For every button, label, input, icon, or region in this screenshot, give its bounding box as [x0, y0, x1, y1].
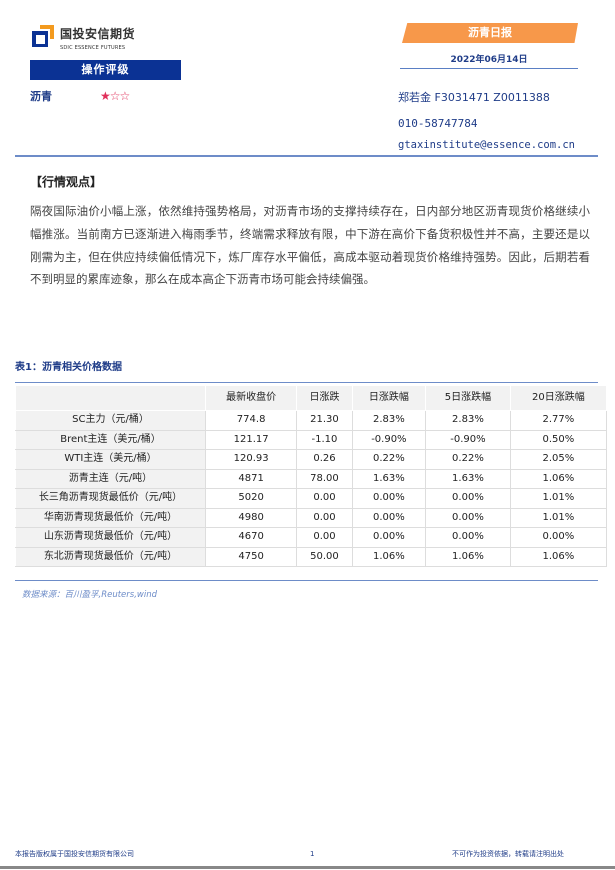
column-header	[15, 385, 206, 411]
report-date: 2022年06月14日	[450, 55, 528, 65]
table-cell: 78.00	[296, 468, 353, 489]
market-view-text: 隔夜国际油价小幅上涨，依然维持强势格局，对沥青市场的支撑持续存在，日内部分地区沥…	[30, 204, 590, 287]
table-cell: 21.30	[296, 410, 353, 431]
column-header: 最新收盘价	[204, 385, 298, 411]
column-header: 5日涨跌幅	[425, 385, 511, 411]
table-cell: 0.00%	[351, 527, 427, 548]
table-cell: 0.00%	[351, 507, 427, 528]
table-row: 东北沥青现货最低价（元/吨） 4750 50.00 1.06% 1.06% 1.06%	[15, 546, 608, 567]
table-cell: -0.90%	[425, 429, 511, 450]
table-row: 长三角沥青现货最低价（元/吨） 5020 0.00 0.00% 0.00% 1.01%	[15, 488, 608, 509]
row-label: Brent主连（美元/桶）	[15, 429, 206, 450]
table-cell: 4670	[204, 527, 298, 548]
table-cell: 1.01%	[509, 488, 608, 509]
table-cell: 1.06%	[509, 546, 608, 567]
divider	[0, 866, 615, 869]
table-cell: 2.83%	[351, 410, 427, 431]
table-cell: 0.00%	[351, 488, 427, 509]
rating-label: 操作评级	[30, 60, 181, 80]
star-filled-icon: ★	[100, 89, 111, 103]
table-cell: 5020	[204, 488, 298, 509]
product-name: 沥青	[30, 90, 52, 103]
column-header: 20日涨跌幅	[509, 385, 608, 411]
section-title: 【行情观点】	[30, 175, 103, 189]
row-label: 东北沥青现货最低价（元/吨）	[15, 546, 206, 567]
table-row: 沥青主连（元/吨） 4871 78.00 1.63% 1.63% 1.06%	[15, 468, 608, 489]
table-cell: 120.93	[204, 449, 298, 470]
price-table: 最新收盘价 日涨跌 日涨跌幅 5日涨跌幅 20日涨跌幅 SC主力（元/桶） 774.8 21…	[15, 385, 608, 567]
table-cell: 1.63%	[425, 468, 511, 489]
logo-text: 国投安信期货	[60, 27, 136, 41]
phone: 010-58747784	[398, 117, 478, 130]
table-cell: 0.00	[296, 488, 353, 509]
table-cell: 0.26	[296, 449, 353, 470]
row-label: SC主力（元/桶）	[15, 410, 206, 431]
table-cell: 0.00%	[425, 527, 511, 548]
divider	[15, 580, 598, 581]
table-cell: 2.83%	[425, 410, 511, 431]
table-cell: 1.63%	[351, 468, 427, 489]
footer-copyright: 本报告版权属于国投安信期货有限公司	[15, 850, 134, 858]
star-empty-icon: ☆	[109, 89, 121, 103]
table-cell: 1.06%	[425, 546, 511, 567]
row-label: 沥青主连（元/吨）	[15, 468, 206, 489]
logo-icon	[32, 25, 54, 47]
table-cell: 0.22%	[425, 449, 511, 470]
page-number: 1	[310, 850, 315, 858]
table-cell: 0.00%	[509, 527, 608, 548]
table-cell: 0.00	[296, 527, 353, 548]
table-cell: 121.17	[204, 429, 298, 450]
divider	[15, 155, 598, 157]
table-cell: 0.50%	[509, 429, 608, 450]
column-header: 日涨跌	[296, 385, 353, 411]
table-row: 华南沥青现货最低价（元/吨） 4980 0.00 0.00% 0.00% 1.01%	[15, 507, 608, 528]
table-cell: 4750	[204, 546, 298, 567]
table-cell: -0.90%	[351, 429, 427, 450]
row-label: 山东沥青现货最低价（元/吨）	[15, 527, 206, 548]
table-cell: 4871	[204, 468, 298, 489]
row-label: 华南沥青现货最低价（元/吨）	[15, 507, 206, 528]
table-cell: 774.8	[204, 410, 298, 431]
report-type-banner: 沥青日报	[402, 23, 578, 43]
table-cell: -1.10	[296, 429, 353, 450]
logo-subtext: SDIC ESSENCE FUTURES	[60, 45, 126, 51]
table-cell: 0.00%	[425, 488, 511, 509]
table-cell: 4980	[204, 507, 298, 528]
rating-stars: ★☆☆	[100, 89, 131, 104]
row-label: WTI主连（美元/桶）	[15, 449, 206, 470]
divider	[15, 382, 598, 383]
table-cell: 50.00	[296, 546, 353, 567]
divider	[400, 68, 578, 69]
author: 郑若金 F3031471 Z0011388	[398, 91, 550, 104]
table-cell: 1.01%	[509, 507, 608, 528]
table-row: Brent主连（美元/桶） 121.17 -1.10 -0.90% -0.90% 0.50…	[15, 429, 608, 450]
table-row: 山东沥青现货最低价（元/吨） 4670 0.00 0.00% 0.00% 0.00%	[15, 527, 608, 548]
footer-disclaimer: 不可作为投资依据，转载请注明出处	[452, 850, 564, 858]
table-cell: 2.77%	[509, 410, 608, 431]
table-title: 表1：沥青相关价格数据	[15, 362, 122, 373]
table-cell: 2.05%	[509, 449, 608, 470]
table-cell: 1.06%	[351, 546, 427, 567]
table-cell: 0.00	[296, 507, 353, 528]
star-empty-icon: ☆	[119, 89, 131, 103]
data-source: 数据来源：百川盈孚,Reuters,wind	[22, 590, 158, 600]
column-header: 日涨跌幅	[351, 385, 427, 411]
table-row: WTI主连（美元/桶） 120.93 0.26 0.22% 0.22% 2.05%	[15, 449, 608, 470]
table-row: SC主力（元/桶） 774.8 21.30 2.83% 2.83% 2.77%	[15, 410, 608, 431]
row-label: 长三角沥青现货最低价（元/吨）	[15, 488, 206, 509]
email-link[interactable]: gtaxinstitute@essence.com.cn	[398, 139, 576, 151]
table-cell: 0.22%	[351, 449, 427, 470]
table-cell: 1.06%	[509, 468, 608, 489]
table-cell: 0.00%	[425, 507, 511, 528]
